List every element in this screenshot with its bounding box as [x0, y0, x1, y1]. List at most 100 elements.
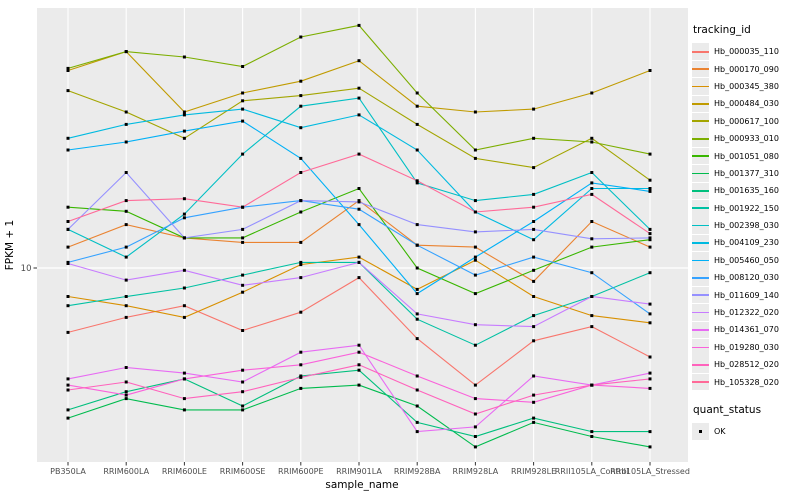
- data-point: [532, 374, 536, 378]
- data-point: [182, 212, 186, 216]
- data-point: [182, 216, 186, 220]
- legend-item-label: Hb_000933_010: [714, 134, 779, 144]
- data-point: [590, 136, 594, 140]
- legend-item: Hb_011609_140: [692, 286, 800, 304]
- data-point: [299, 79, 303, 83]
- legend-item-label: Hb_002398_030: [714, 221, 779, 231]
- legend-item-label: Hb_000484_030: [714, 99, 779, 109]
- data-point: [124, 366, 128, 369]
- data-point: [357, 59, 361, 63]
- data-point: [124, 50, 128, 54]
- data-point: [590, 295, 594, 298]
- legend-item-label: Hb_004109_230: [714, 238, 779, 248]
- data-point: [648, 377, 652, 381]
- data-point: [415, 388, 419, 392]
- data-point: [299, 350, 303, 354]
- data-point: [532, 314, 536, 318]
- legend-key-line-icon: [692, 120, 709, 123]
- legend-item: Hb_000933_010: [692, 130, 800, 147]
- x-tick-label: RRIM600LE: [162, 467, 207, 476]
- data-point: [415, 317, 419, 321]
- black-square-point-icon: [698, 429, 703, 434]
- data-point: [66, 136, 70, 140]
- data-point: [241, 91, 245, 95]
- legend-item-label: Hb_014361_070: [714, 325, 779, 335]
- data-point: [299, 126, 303, 130]
- data-point: [473, 199, 477, 203]
- data-point: [124, 255, 128, 259]
- data-point: [473, 230, 477, 234]
- legend-panel: tracking_id Hb_000035_110 Hb_000170_090 Hb…: [692, 24, 800, 440]
- legend-title-quant-status: quant_status: [693, 403, 762, 416]
- legend-item: Hb_008120_030: [692, 269, 800, 287]
- data-point: [299, 363, 303, 367]
- data-point: [590, 91, 594, 95]
- data-point: [299, 156, 303, 160]
- legend-key-box: [692, 130, 709, 147]
- legend-key-line-icon: [692, 137, 709, 140]
- data-point: [415, 266, 419, 270]
- data-point: [241, 273, 245, 277]
- data-point: [415, 287, 419, 291]
- legend-item-label: Hb_028512_020: [714, 360, 779, 370]
- legend-key-box: [692, 234, 709, 252]
- data-point: [532, 400, 536, 404]
- data-point: [415, 430, 419, 434]
- data-point: [182, 55, 186, 59]
- data-point: [357, 23, 361, 27]
- data-point: [590, 430, 594, 434]
- data-point: [66, 262, 70, 265]
- legend-key-line-icon: [692, 103, 709, 105]
- data-point: [124, 380, 128, 384]
- data-point: [124, 209, 128, 213]
- legend-key-box: [692, 147, 709, 165]
- data-point: [182, 397, 186, 401]
- legend-item-label: Hb_001635_160: [714, 186, 779, 196]
- data-point: [357, 276, 361, 280]
- legend-key-line-icon: [692, 190, 709, 192]
- data-point: [532, 279, 536, 283]
- data-point: [590, 220, 594, 223]
- data-point: [66, 148, 70, 152]
- legend-key-line-icon: [692, 68, 709, 70]
- legend-item-label: Hb_011609_140: [714, 290, 779, 300]
- data-point: [182, 408, 186, 412]
- x-tick-label: RRIM600PE: [278, 467, 324, 476]
- legend-item-label: Hb_019280_030: [714, 342, 779, 352]
- data-point: [648, 355, 652, 359]
- legend-item: Hb_000617_100: [692, 112, 800, 130]
- data-point: [124, 295, 128, 298]
- legend-key-box: [692, 423, 709, 440]
- data-point: [590, 237, 594, 241]
- data-point: [299, 276, 303, 280]
- legend-item: Hb_000484_030: [692, 95, 800, 113]
- legend-key-box: [692, 199, 709, 217]
- data-point: [66, 227, 70, 231]
- legend-item: Hb_002398_030: [692, 217, 800, 234]
- data-point: [648, 312, 652, 316]
- data-point: [415, 374, 419, 378]
- data-point: [532, 416, 536, 420]
- data-point: [66, 377, 70, 381]
- data-point: [124, 315, 128, 319]
- data-point: [532, 166, 536, 170]
- data-point: [357, 86, 361, 90]
- data-point: [590, 325, 594, 329]
- legend-item-label: Hb_001377_310: [714, 168, 779, 178]
- data-point: [532, 325, 536, 329]
- data-point: [648, 178, 652, 182]
- data-point: [473, 245, 477, 249]
- data-point: [357, 187, 361, 190]
- data-point: [357, 152, 361, 156]
- data-point: [473, 156, 477, 160]
- data-point: [299, 260, 303, 264]
- data-point: [124, 390, 128, 394]
- legend-key-line-icon: [692, 207, 709, 210]
- data-point: [241, 99, 245, 103]
- data-point: [590, 171, 594, 174]
- data-point: [299, 210, 303, 214]
- data-point: [473, 435, 477, 438]
- data-point: [124, 171, 128, 174]
- legend-item-label: Hb_005460_050: [714, 255, 779, 265]
- data-point: [473, 383, 477, 387]
